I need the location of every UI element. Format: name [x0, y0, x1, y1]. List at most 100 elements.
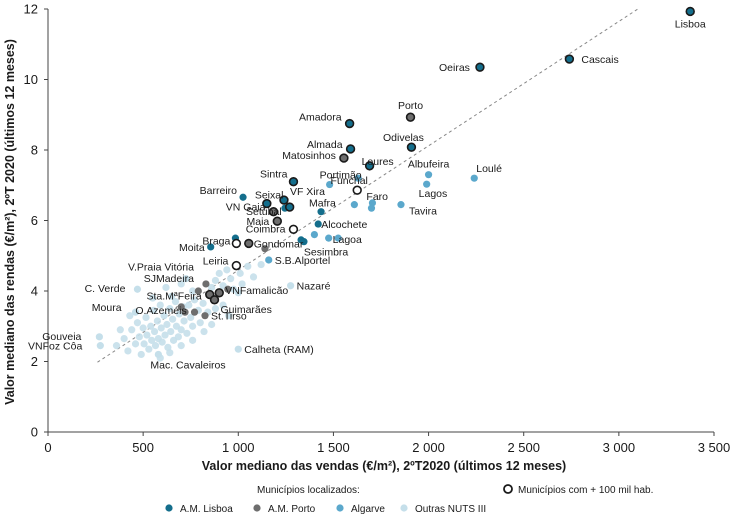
data-point-outras [148, 336, 156, 344]
data-point-s-b-alportel [265, 256, 273, 264]
point-label-almada: Almada [307, 139, 343, 151]
y-tick-label: 0 [31, 425, 38, 440]
data-point-leiria [231, 260, 242, 271]
legend-label-porto: A.M. Porto [268, 504, 316, 515]
y-tick-label: 4 [31, 284, 38, 299]
data-point-outras [135, 333, 143, 341]
data-point-outras [166, 349, 174, 357]
data-point-mac-cavaleiros [154, 350, 162, 359]
point-label-odivelas: Odivelas [383, 132, 424, 144]
data-point-outras [257, 260, 265, 269]
data-point-outras [189, 322, 197, 330]
data-point-funchal [352, 185, 362, 195]
point-label-st-tirso: St.Tirso [211, 311, 247, 323]
data-point-vnfamalic-o [214, 288, 224, 298]
data-point-outras [149, 294, 157, 302]
data-point-outras [145, 345, 153, 353]
point-label-sjmadeira: SJMadeira [144, 273, 194, 285]
point-label-guimar-es: Guimarães [221, 304, 272, 316]
point-label-porto: Porto [398, 100, 423, 112]
data-point-lagos [423, 180, 431, 188]
data-point-outras [180, 317, 188, 325]
point-label-vnfoz-c-a: VNFoz Côa [28, 341, 82, 353]
data-point-algarve [310, 231, 318, 239]
axes-layer: 0 500 1 000 1 500 2 000 2 500 3 000 3 500 0 2 4 6 8 1… [24, 2, 731, 456]
data-point-outras [236, 269, 244, 277]
x-tick-label: 500 [132, 440, 154, 455]
data-point-outras [200, 327, 208, 336]
legend-marker-porto [253, 504, 261, 512]
point-label-lagoa: Lagoa [333, 234, 362, 246]
data-point-vnfoz-c-a [96, 342, 104, 350]
data-point-sintra [288, 177, 299, 187]
point-label-loul-: Loulé [476, 163, 502, 175]
data-point-outras [137, 350, 145, 359]
data-point-outras [126, 312, 134, 320]
point-label-set-bal: Setúbal [246, 206, 282, 218]
legend-label-lisboa: A.M. Lisboa [180, 504, 233, 515]
y-tick-label: 10 [24, 72, 38, 87]
point-label-tavira: Tavira [409, 206, 437, 218]
data-point-outras [208, 320, 216, 329]
data-point-outras [153, 317, 162, 325]
data-point-outras [163, 320, 171, 329]
x-axis-title: Valor mediano das vendas (€/m²), 2ºT2020… [202, 459, 566, 473]
data-point-outras [208, 283, 216, 292]
data-point-outras [112, 342, 121, 350]
y-tick-label: 8 [31, 143, 38, 158]
x-tick-label: 0 [44, 440, 51, 455]
point-label-o-azem-is: O.Azeméis [135, 305, 186, 317]
legend-marker-algarve [336, 504, 344, 512]
point-label-amadora: Amadora [299, 112, 342, 124]
data-point-outras [157, 324, 165, 332]
legend-marker-lisboa [165, 504, 173, 512]
data-point-outras [161, 331, 169, 339]
point-label-sta-m-feira: Sta.MªFeira [147, 291, 202, 303]
point-label-braga: Braga [202, 235, 230, 247]
point-label-vn-gaia: VN Gaia [226, 202, 266, 214]
data-point-outras [249, 273, 258, 281]
point-label-sesimbra: Sesimbra [304, 247, 349, 259]
data-point-mafra [317, 208, 325, 216]
data-point-algarve [350, 201, 358, 209]
data-point-outras [175, 310, 183, 318]
legend: Municípios localizados: Municípios com +… [165, 484, 653, 515]
data-point-outras [190, 296, 199, 304]
data-point-outras [183, 329, 191, 337]
data-point-vn-gaia [268, 206, 279, 217]
point-label-c-verde: C. Verde [85, 283, 126, 295]
legend-title: Municípios localizados: [257, 485, 360, 496]
data-point-outras [171, 297, 180, 306]
point-label-moura: Moura [92, 302, 122, 314]
data-point-albufeira [424, 171, 433, 179]
data-point-coimbra [288, 224, 299, 235]
x-tick-label: 3 500 [698, 440, 731, 455]
data-point-nazar- [287, 282, 295, 290]
data-point-outras [185, 301, 193, 309]
data-point-outras [223, 266, 231, 274]
point-label-nazar-: Nazaré [297, 281, 331, 293]
point-label-coimbra: Coimbra [246, 223, 286, 235]
point-label-seixal: Seixal [255, 190, 284, 202]
point-label-v-praia-vit-ria: V.Praia Vitória [128, 262, 194, 274]
data-point-guimar-es [209, 295, 220, 305]
data-point-braga [231, 238, 242, 249]
data-point-outras [189, 336, 197, 344]
point-label-maia: Maia [247, 216, 270, 228]
data-point-moura [131, 308, 140, 316]
data-point-barreiro [239, 193, 247, 201]
data-point-outras [199, 299, 207, 307]
point-label-gondomar: Gondomar [254, 238, 304, 250]
point-label-moita: Moita [179, 242, 205, 254]
data-point-sesimbra [300, 238, 308, 246]
data-point-outras [211, 276, 220, 285]
point-label-leiria: Leiria [203, 256, 229, 268]
data-point-outras [120, 334, 128, 343]
data-point-o-azem-is [181, 308, 189, 316]
data-point-odivelas [406, 142, 417, 152]
point-label-alcochete: Alcochete [321, 219, 367, 231]
data-point-sjmadeira [202, 280, 210, 288]
point-label-funchal: Funchal [331, 175, 368, 187]
data-point-gondomar [244, 238, 254, 249]
